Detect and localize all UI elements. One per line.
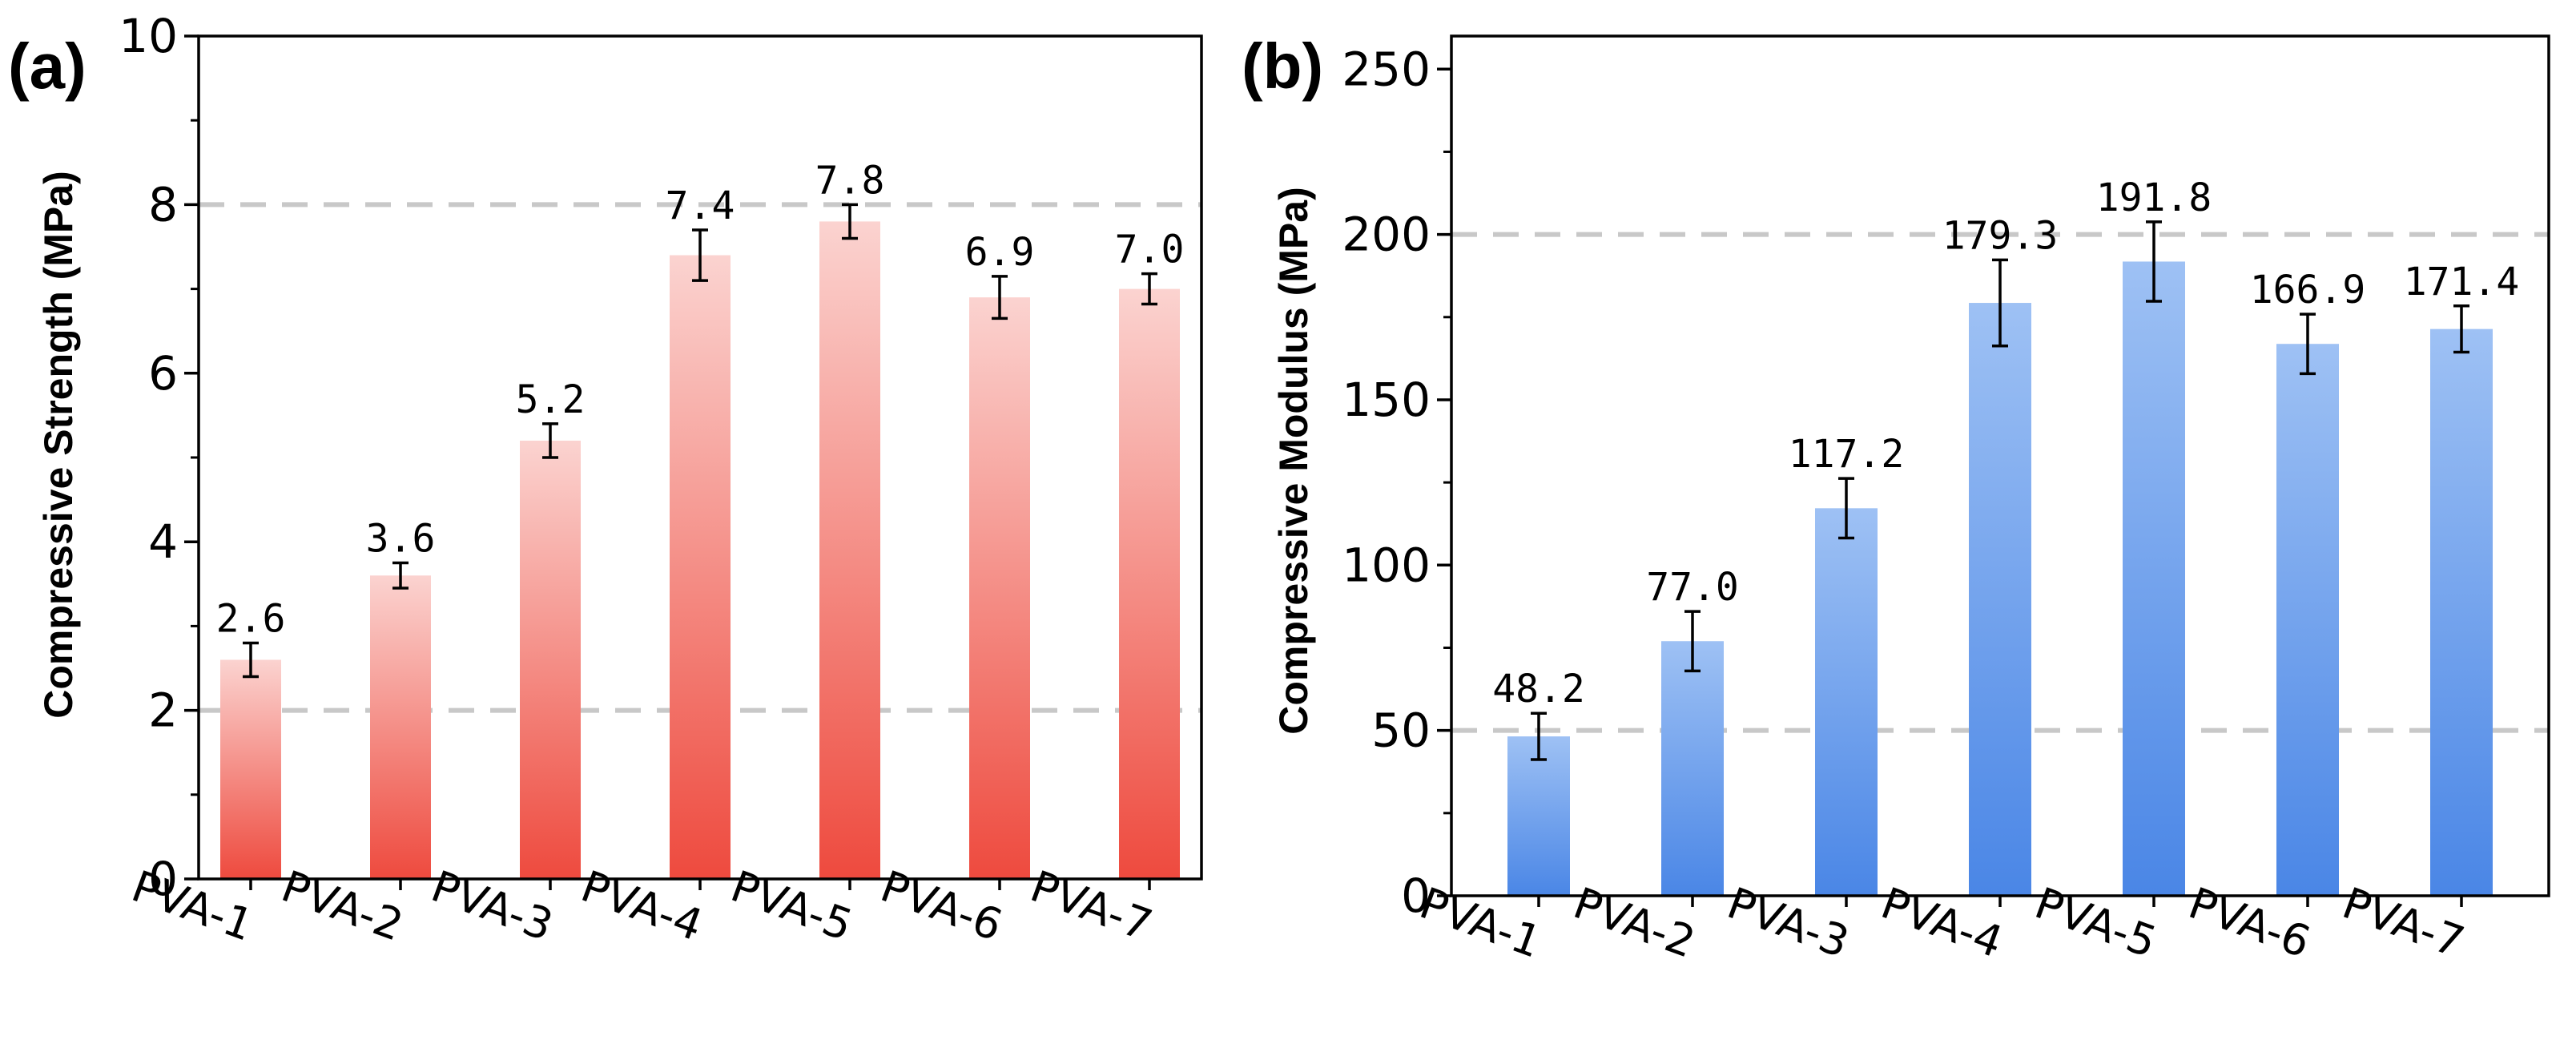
y-tick-label: 100: [1342, 538, 1431, 592]
data-labels: 2.6 3.6 5.2 7.4 7.8 6.9 7.0: [216, 158, 1185, 641]
bars: [220, 221, 1180, 880]
bar-pva-7: [1119, 288, 1180, 880]
data-label: 7.0: [1115, 228, 1185, 272]
y-axis-ticks: 0 2 4 6 8 10: [119, 9, 199, 906]
error-bar: [243, 641, 259, 679]
data-label: 77.0: [1646, 565, 1739, 610]
bar-pva-5: [819, 221, 880, 879]
data-label: 5.2: [516, 377, 586, 422]
error-bar: [1838, 477, 1854, 540]
bar-pva-3: [1815, 508, 1878, 896]
error-bar: [1684, 610, 1701, 673]
y-tick-label: 2: [148, 683, 178, 738]
chart-panel-a: (a) Compressive Strength (MPa) 2.6 3.6 5.2…: [8, 9, 1203, 951]
bars: [1507, 261, 2493, 896]
bar-pva-1: [220, 659, 281, 879]
y-tick-label: 250: [1342, 42, 1431, 96]
error-bars: [1531, 220, 2469, 761]
y-tick-label: 10: [119, 9, 178, 63]
error-bar: [1992, 258, 2008, 348]
error-bar: [2453, 304, 2469, 354]
data-label: 3.6: [366, 517, 436, 562]
y-axis-label: Compressive Strength (MPa): [36, 171, 81, 718]
y-axis-ticks: 0 50 100 150 200 250: [1342, 42, 1451, 923]
panel-label: (a): [8, 30, 87, 102]
bar-pva-2: [370, 575, 431, 879]
y-tick-label: 6: [148, 346, 178, 401]
bar-pva-5: [2123, 261, 2185, 896]
error-bar: [1141, 272, 1157, 306]
plot-frame: [1450, 34, 2550, 897]
data-label: 117.2: [1789, 432, 1905, 477]
bar-pva-4: [670, 255, 731, 879]
y-axis-label: Compressive Modulus (MPa): [1271, 187, 1316, 734]
data-label: 6.9: [965, 230, 1035, 275]
error-bar: [542, 422, 558, 459]
bar-pva-2: [1661, 641, 1724, 896]
y-tick-label: 50: [1371, 703, 1431, 758]
data-label: 171.4: [2404, 260, 2520, 304]
panel-label: (b): [1242, 30, 1323, 102]
y-tick-label: 200: [1342, 208, 1431, 262]
data-label: 166.9: [2250, 268, 2366, 312]
y-tick-label: 0: [148, 852, 178, 906]
data-label: 2.6: [216, 596, 286, 641]
y-tick-label: 150: [1342, 373, 1431, 427]
error-bar: [2300, 312, 2316, 376]
data-label: 7.4: [666, 183, 735, 228]
y-tick-label: 4: [148, 514, 178, 569]
error-bars: [243, 203, 1157, 679]
bar-pva-4: [1969, 303, 2031, 896]
bar-pva-3: [520, 440, 581, 879]
error-bar: [392, 561, 409, 590]
chart-panel-b: (b) Compressive Modulus (MPa) 48.2 77.0 11…: [1242, 30, 2550, 968]
error-bar: [992, 275, 1008, 320]
data-label: 179.3: [1942, 213, 2059, 258]
error-bar: [1531, 711, 1547, 761]
bar-pva-6: [2276, 344, 2339, 896]
data-labels: 48.2 77.0 117.2 179.3 191.8 166.9 171.4: [1492, 175, 2519, 711]
bar-pva-7: [2430, 329, 2493, 896]
y-tick-label: 8: [148, 177, 178, 232]
y-tick-label: 0: [1401, 869, 1431, 923]
bar-pva-1: [1507, 736, 1570, 896]
error-bar: [842, 203, 858, 240]
error-bar: [2146, 220, 2162, 303]
error-bar: [692, 228, 708, 282]
data-label: 7.8: [815, 158, 885, 203]
data-label: 191.8: [2096, 175, 2212, 220]
bar-pva-6: [969, 297, 1030, 879]
plot-frame: [197, 34, 1203, 881]
data-label: 48.2: [1492, 667, 1585, 711]
